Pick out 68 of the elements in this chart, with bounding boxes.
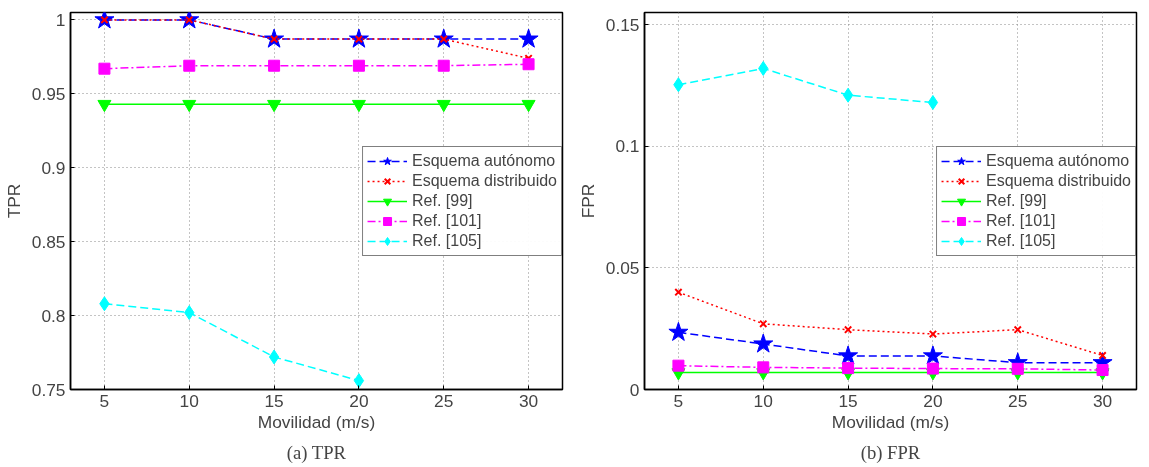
legend-label: Ref. [101] <box>986 211 1056 230</box>
point <box>842 362 855 375</box>
x-axis-title: Movilidad (m/s) <box>831 411 950 432</box>
point <box>843 325 853 334</box>
x-tick-label: 20 <box>923 390 943 411</box>
legend-label: Esquema distribuido <box>986 171 1131 190</box>
y-tick-label: 1 <box>55 9 66 30</box>
text: (a) TPR <box>286 441 347 464</box>
point <box>268 349 280 365</box>
x-tick-label: 10 <box>179 390 199 411</box>
point <box>838 345 859 365</box>
point <box>98 62 111 75</box>
point <box>842 87 854 103</box>
y-tick-label: 0.1 <box>615 136 640 157</box>
point <box>928 329 938 339</box>
x-tick-label: 25 <box>1008 390 1028 411</box>
y-tick-label: 0.95 <box>31 83 66 104</box>
y-tick-label: 0.75 <box>31 379 66 400</box>
legend-label: Ref. [105] <box>412 231 482 250</box>
point <box>927 94 939 110</box>
x-tick-label: 15 <box>264 390 284 411</box>
point <box>922 345 943 365</box>
legend-label: Ref. [99] <box>412 191 473 210</box>
point <box>268 59 281 72</box>
point <box>521 99 536 113</box>
y-tick-label: 0.8 <box>41 305 66 326</box>
point <box>97 99 112 113</box>
legend-label: Ref. [105] <box>986 231 1056 250</box>
point <box>1098 351 1107 360</box>
point <box>1096 364 1109 377</box>
point <box>353 373 365 389</box>
point <box>436 99 451 113</box>
y-tick-label: 0.85 <box>31 231 66 252</box>
point <box>926 362 939 375</box>
y-tick-label: 0 <box>629 379 640 400</box>
point <box>668 321 689 341</box>
point <box>182 99 197 113</box>
x-tick-label: 20 <box>349 390 369 411</box>
point <box>183 59 196 72</box>
point <box>267 99 282 113</box>
legend-label: Ref. [99] <box>986 191 1047 210</box>
y-axis-title: TPR <box>3 183 24 219</box>
x-tick-label: 5 <box>99 390 110 411</box>
x-tick-label: 10 <box>753 390 773 411</box>
point <box>437 59 450 72</box>
y-tick-label: 0.05 <box>605 257 640 278</box>
y-tick-label: 0.15 <box>605 14 640 35</box>
y-tick-label: 0.9 <box>41 157 66 178</box>
point <box>518 28 539 48</box>
x-axis-title: Movilidad (m/s) <box>257 411 376 432</box>
text: (b) FPR <box>860 441 921 464</box>
legend-label: Esquema autónomo <box>412 151 556 170</box>
legend-label: Esquema autónomo <box>986 151 1130 170</box>
x-tick-label: 15 <box>838 390 858 411</box>
point <box>352 59 365 72</box>
x-tick-label: 30 <box>1092 390 1113 411</box>
point <box>753 333 774 353</box>
point <box>351 99 366 113</box>
point <box>757 361 770 374</box>
point <box>672 359 685 372</box>
legend-label: Ref. [101] <box>412 211 482 230</box>
x-tick-label: 25 <box>434 390 454 411</box>
x-tick-label: 30 <box>518 390 539 411</box>
x-tick-label: 5 <box>673 390 684 411</box>
y-axis-title: FPR <box>577 183 598 219</box>
point <box>1013 325 1022 334</box>
legend-label: Esquema distribuido <box>412 171 557 190</box>
point <box>522 58 535 71</box>
